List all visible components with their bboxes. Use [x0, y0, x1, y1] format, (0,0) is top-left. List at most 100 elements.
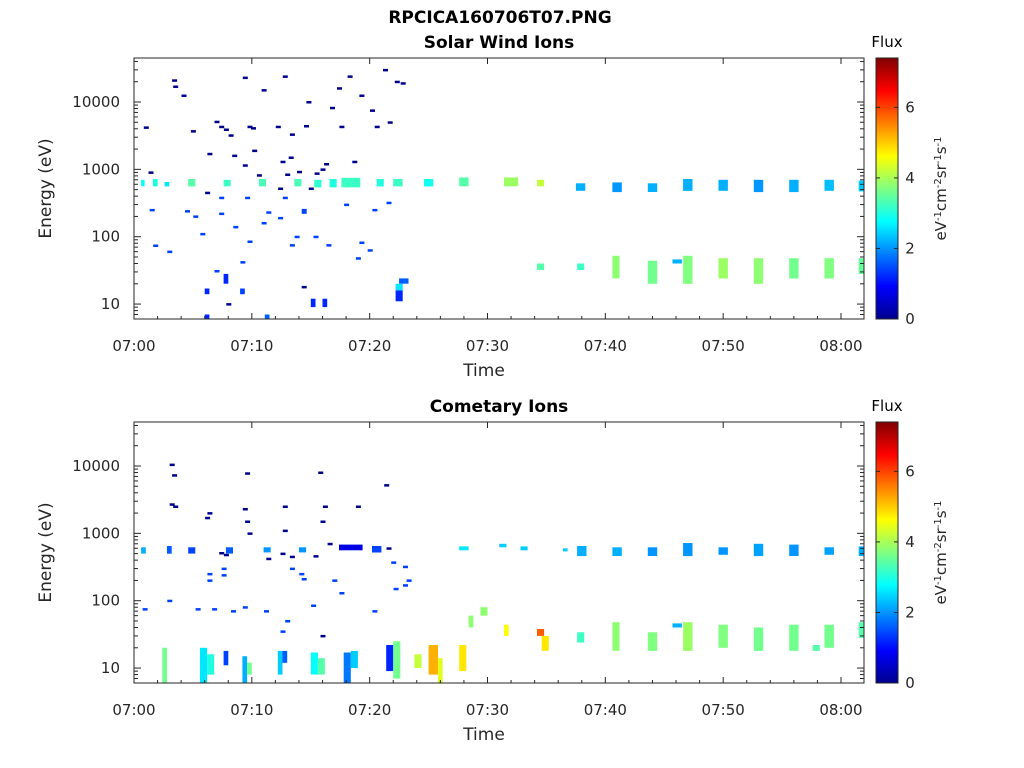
flux-cell [753, 179, 764, 193]
colorbar [875, 57, 899, 320]
flux-cell [395, 290, 403, 302]
flux-point [308, 187, 314, 190]
x-axis-label: Time [462, 725, 505, 745]
y-tick-label: 100 [91, 228, 120, 246]
flux-cell [537, 263, 545, 270]
y-tick-label: 100 [91, 592, 120, 610]
flux-point [406, 579, 412, 582]
flux-point [285, 620, 291, 623]
flux-cell [504, 177, 519, 187]
flux-cell [575, 183, 586, 191]
flux-cell [282, 650, 288, 663]
flux-cell [141, 547, 146, 554]
flux-cell [504, 624, 509, 636]
flux-point [394, 80, 400, 84]
flux-point [301, 211, 307, 214]
flux-point [327, 542, 333, 546]
flux-point [289, 567, 295, 571]
x-tick-label: 07:20 [348, 701, 391, 719]
flux-point [282, 196, 288, 200]
flux-point [278, 216, 284, 220]
flux-point [282, 505, 288, 508]
flux-cell [824, 624, 834, 648]
flux-point [352, 160, 358, 164]
flux-cell [350, 650, 358, 669]
flux-point [289, 244, 295, 247]
flux-cell [242, 656, 248, 683]
flux-point [278, 187, 284, 190]
flux-cell [263, 547, 271, 553]
flux-point [214, 120, 220, 124]
flux-point [297, 170, 302, 174]
flux-cell [299, 547, 307, 553]
flux-point [330, 106, 335, 110]
x-tick-label: 07:50 [702, 337, 745, 355]
flux-point [242, 606, 248, 609]
flux-cell [428, 645, 438, 675]
flux-point [347, 75, 353, 78]
flux-cell [541, 635, 549, 651]
flux-point [355, 257, 361, 260]
flux-cell [188, 179, 196, 187]
flux-point [266, 557, 272, 561]
flux-point [207, 579, 213, 582]
flux-point [384, 484, 390, 487]
flux-point [221, 574, 227, 577]
flux-cell [314, 179, 322, 188]
colorbar-tick-label: 4 [905, 169, 915, 187]
flux-point [355, 505, 361, 508]
x-tick-label: 07:30 [466, 701, 509, 719]
flux-cell [459, 177, 469, 187]
flux-cell [647, 632, 658, 651]
flux-point [337, 87, 342, 90]
flux-point [386, 547, 392, 550]
flux-cell [225, 547, 233, 554]
flux-point [344, 203, 350, 207]
colorbar-tick-label: 0 [905, 674, 915, 692]
flux-point [233, 225, 239, 229]
y-axis-label: Energy (eV) [36, 138, 56, 238]
flux-cell [612, 182, 622, 193]
flux-point [318, 471, 324, 474]
x-tick-label: 07:40 [584, 337, 627, 355]
flux-point [280, 160, 286, 164]
flux-cell [204, 314, 210, 319]
colorbar [875, 421, 899, 684]
flux-cell [612, 622, 620, 651]
y-tick-label: 10 [101, 659, 120, 677]
flux-point [172, 474, 178, 477]
flux-point [391, 561, 397, 564]
flux-cell [423, 179, 434, 187]
x-tick-label: 08:00 [819, 701, 862, 719]
flux-point [313, 555, 319, 558]
colorbar-tick-label: 2 [905, 239, 915, 257]
colorbar-title: Flux [871, 33, 902, 51]
y-axis-label: Energy (eV) [36, 502, 56, 602]
colorbar-tick-label: 6 [905, 462, 915, 480]
flux-point [247, 532, 253, 535]
flux-point [214, 270, 220, 273]
flux-cell [672, 259, 682, 264]
flux-cell [264, 314, 270, 319]
flux-cell [386, 645, 394, 672]
flux-cell [577, 546, 587, 557]
figure-title: RPCICA160706T07.PNG [388, 8, 612, 28]
flux-point [393, 587, 399, 591]
flux-point [285, 173, 291, 176]
x-tick-label: 07:10 [230, 701, 273, 719]
flux-point [322, 505, 328, 508]
flux-cell [537, 629, 545, 636]
flux-point [261, 222, 267, 225]
flux-point [221, 567, 227, 571]
flux-point [169, 503, 175, 506]
flux-point [301, 208, 307, 212]
flux-point [207, 152, 213, 156]
flux-cell [393, 641, 401, 679]
flux-point [324, 163, 330, 166]
flux-point [173, 505, 179, 508]
panel-title: Cometary Ions [430, 397, 569, 417]
y-tick-label: 10000 [72, 93, 120, 111]
flux-cell [207, 654, 215, 675]
flux-cell [612, 547, 622, 556]
flux-point [149, 208, 155, 212]
